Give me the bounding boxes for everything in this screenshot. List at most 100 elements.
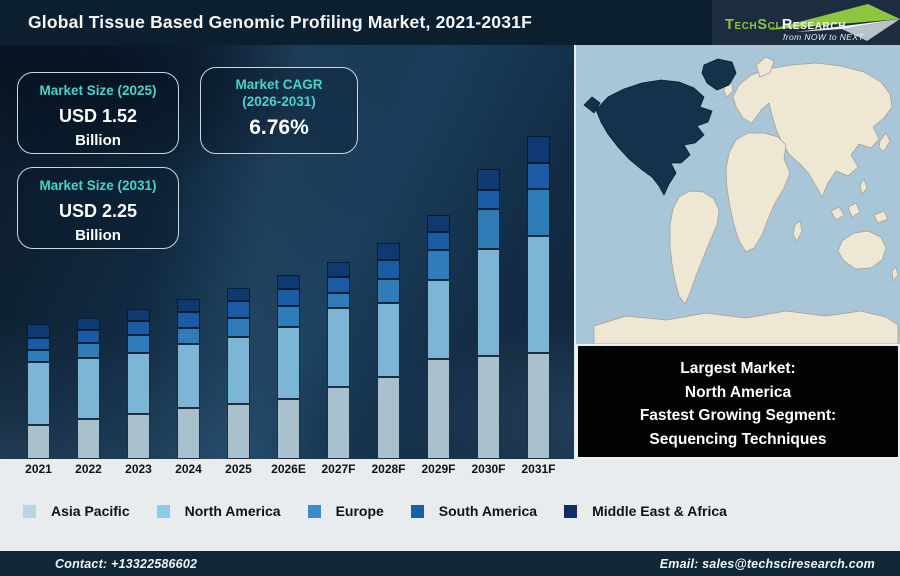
bar-2026E xyxy=(277,275,300,459)
bar-segment xyxy=(27,324,50,338)
callout-line: Fastest Growing Segment: xyxy=(639,407,837,424)
stat-value: 6.76% xyxy=(249,116,309,139)
legend-label: Asia Pacific xyxy=(51,503,130,519)
bar-segment xyxy=(477,249,500,356)
bar-segment xyxy=(177,344,200,408)
bar-segment xyxy=(327,387,350,459)
bar-segment xyxy=(277,289,300,306)
stat-unit: Billion xyxy=(75,132,121,149)
stat-value: USD 2.25 xyxy=(58,201,138,221)
legend-label: Europe xyxy=(335,503,384,519)
bar-segment xyxy=(477,190,500,209)
bar-2024 xyxy=(177,299,200,459)
stat-label-2: (2026-2031) xyxy=(242,94,316,109)
bar-segment xyxy=(477,169,500,190)
stat-market-cagr: Market CAGR (2026-2031) 6.76% xyxy=(200,67,358,154)
chart-region: Market Size (2025) USD 1.52 Billion Mark… xyxy=(0,45,576,459)
axis-legend-band: 2021 2022 2023 2024 2025 2026E 2027F 2028F 2029F… xyxy=(0,459,900,551)
callout-line: North America xyxy=(684,383,792,401)
axis-label-2021: 2021 xyxy=(25,462,52,476)
header: Global Tissue Based Genomic Profiling Ma… xyxy=(0,0,900,45)
bar-segment xyxy=(227,318,250,337)
bar-segment xyxy=(177,408,200,459)
map-north-america xyxy=(583,58,737,196)
bar-2022 xyxy=(77,318,100,459)
bar-2025 xyxy=(227,288,250,459)
bar-segment xyxy=(227,404,250,459)
bar-segment xyxy=(27,350,50,362)
right-panel: Largest Market: North America Fastest Gr… xyxy=(574,45,900,459)
bar-segment xyxy=(77,343,100,358)
bar-2029F xyxy=(427,215,450,459)
bar-2030F xyxy=(477,169,500,459)
legend-swatch xyxy=(23,504,36,518)
legend-item: South America xyxy=(410,503,538,519)
bar-segment xyxy=(227,288,250,301)
bar-segment xyxy=(527,189,550,236)
bar-segment xyxy=(27,362,50,425)
bar-segment xyxy=(77,358,100,419)
page-title: Global Tissue Based Genomic Profiling Ma… xyxy=(28,12,532,32)
legend-label: South America xyxy=(438,503,538,519)
legend-label: Middle East & Africa xyxy=(592,503,727,519)
logo-wordmark: TechSci Research xyxy=(725,17,846,33)
bar-segment xyxy=(77,419,100,459)
stat-label: Market CAGR xyxy=(235,77,323,92)
bar-segment xyxy=(77,330,100,343)
legend-item: Asia Pacific xyxy=(23,503,130,519)
bar-segment xyxy=(277,399,300,459)
axis-label-2022: 2022 xyxy=(75,462,102,476)
footer-email: Email: sales@techsciresearch.com xyxy=(659,556,875,571)
logo-tagline: from NOW to NEXT xyxy=(782,32,864,42)
world-map xyxy=(576,45,900,344)
bar-segment xyxy=(327,308,350,387)
axis-label-2030F: 2030F xyxy=(471,462,506,476)
bar-2031F xyxy=(527,136,550,459)
bar-segment xyxy=(527,136,550,163)
bar-segment xyxy=(177,328,200,344)
legend-item: Europe xyxy=(307,503,384,519)
bar-segment xyxy=(227,301,250,318)
bar-segment xyxy=(77,318,100,330)
axis-label-2028F: 2028F xyxy=(371,462,406,476)
bar-2027F xyxy=(327,262,350,459)
bar-segment xyxy=(127,321,150,335)
bar-2021 xyxy=(27,324,50,459)
bar-segment xyxy=(427,280,450,359)
bar-segment xyxy=(227,337,250,404)
market-callout: Largest Market: North America Fastest Gr… xyxy=(576,344,900,459)
bars-row xyxy=(27,136,550,459)
stat-market-size-2025: Market Size (2025) USD 1.52 Billion xyxy=(17,72,179,154)
axis-label-2031F: 2031F xyxy=(521,462,556,476)
footer: Contact: +13322586602 Email: sales@techs… xyxy=(0,551,900,576)
map-land xyxy=(593,56,899,344)
stat-market-size-2031: Market Size (2031) USD 2.25 Billion xyxy=(17,167,179,249)
legend-swatch xyxy=(410,504,424,518)
callout-line: Largest Market: xyxy=(680,360,796,377)
bar-segment xyxy=(127,353,150,414)
callout-line: Sequencing Techniques xyxy=(649,430,827,448)
axis-label-2026E: 2026E xyxy=(271,462,306,476)
legend-swatch xyxy=(307,504,321,518)
axis-label-2027F: 2027F xyxy=(321,462,356,476)
bar-segment xyxy=(377,377,400,459)
bar-segment xyxy=(177,299,200,312)
stat-label: Market Size (2025) xyxy=(39,83,157,98)
stat-label: Market Size (2031) xyxy=(39,178,157,193)
bar-segment xyxy=(277,327,300,399)
bar-2023 xyxy=(127,309,150,459)
bar-2028F xyxy=(377,243,400,459)
axis-labels-row: 2021 2022 2023 2024 2025 2026E 2027F 2028F 2029F… xyxy=(0,459,900,476)
bar-segment xyxy=(127,414,150,459)
bar-segment xyxy=(277,306,300,327)
bar-segment xyxy=(427,215,450,232)
legend-row: Asia Pacific North America Europe South Ame… xyxy=(23,503,727,519)
bar-segment xyxy=(177,312,200,328)
axis-label-2023: 2023 xyxy=(125,462,152,476)
bar-segment xyxy=(527,236,550,353)
techsci-logo: TechSci Research from NOW to NEXT xyxy=(712,0,900,45)
bar-segment xyxy=(27,425,50,459)
stat-value: USD 1.52 xyxy=(58,106,138,126)
axis-label-2029F: 2029F xyxy=(421,462,456,476)
